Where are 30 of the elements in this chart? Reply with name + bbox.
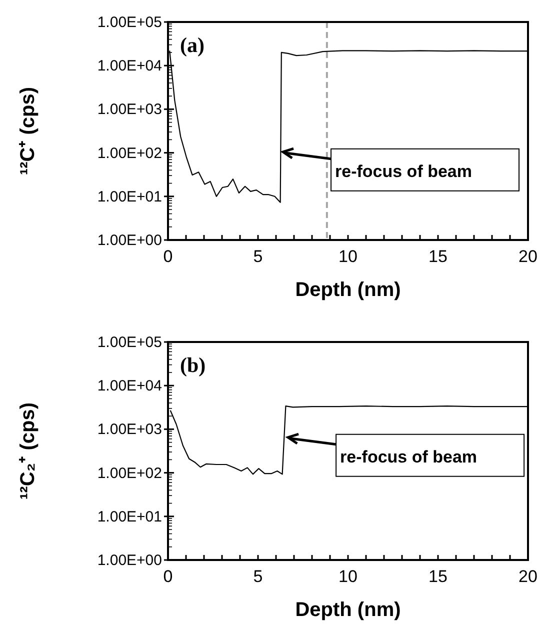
x-axis-title: Depth (nm) [295,279,401,301]
y-tick-label: 1.00E+05 [97,14,162,31]
y-tick-label: 1.00E+04 [97,378,162,395]
y-tick-label: 1.00E+01 [97,188,162,206]
x-tick-label: 15 [428,247,448,266]
x-tick-label: 10 [338,247,358,266]
y-tick-label: 1.00E+01 [97,508,162,526]
x-tick-label: 5 [253,567,263,586]
x-axis-title: Depth (nm) [295,599,401,621]
annotation: re-focus of beam [340,447,478,466]
y-tick-label: 1.00E+00 [97,552,162,569]
x-tick-label: 15 [428,567,448,586]
y-tick-label: 1.00E+02 [97,464,162,482]
x-tick-label: 10 [338,567,358,586]
text: (a) [180,33,204,57]
y-tick-label: 1.00E+03 [97,421,162,438]
x-tick-label: 0 [163,247,173,266]
annotation: re-focus of beam [335,162,472,181]
y-tick-label: 1.00E+02 [97,144,162,162]
x-tick-label: 5 [253,247,263,266]
text: (b) [180,353,206,377]
x-tick-label: 20 [518,567,538,586]
y-axis-title: ¹²C⁺ (cps) [17,86,39,176]
x-tick-label: 20 [518,247,538,266]
y-axis-title: ¹²C₂⁺ (cps) [17,402,39,500]
y-tick-label: 1.00E+00 [97,232,162,249]
y-tick-label: 1.00E+03 [97,101,162,118]
x-tick-label: 0 [163,567,173,586]
y-tick-label: 1.00E+04 [97,58,162,75]
y-tick-label: 1.00E+05 [97,334,162,351]
